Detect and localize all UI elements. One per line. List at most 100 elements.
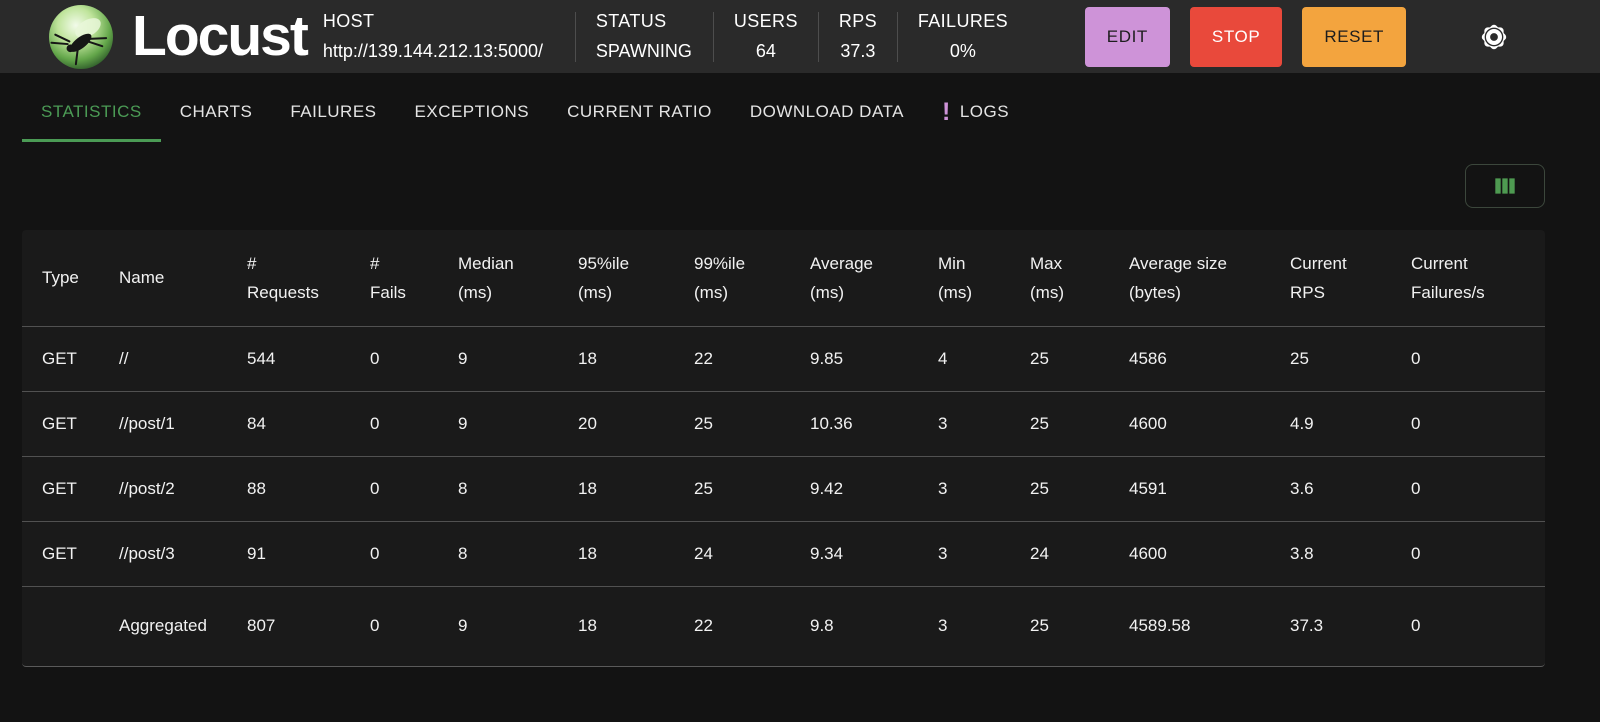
tab-exceptions[interactable]: EXCEPTIONS <box>396 85 549 142</box>
cell: GET <box>22 326 99 392</box>
cell: 25 <box>1270 326 1391 392</box>
failures-value: 0% <box>949 41 976 61</box>
header-actions: EDIT STOP RESET <box>1065 6 1600 67</box>
tab-current-ratio[interactable]: CURRENT RATIO <box>548 85 731 142</box>
cell: 9.8 <box>810 616 834 636</box>
host-label: HOST <box>322 11 375 31</box>
header-divider <box>712 11 714 62</box>
cell: 4591 <box>1109 456 1270 522</box>
col-header-avg-size[interactable]: Average size (bytes) <box>1109 230 1270 327</box>
stop-button[interactable]: STOP <box>1189 6 1283 67</box>
status-value: SPAWNING <box>595 41 692 61</box>
cell: 0 <box>1391 521 1545 587</box>
col-header-current-failures[interactable]: Current Failures/s <box>1391 230 1545 327</box>
cell: 0 <box>1391 456 1545 522</box>
cell: 9 <box>438 391 558 457</box>
cell: 0 <box>1391 326 1545 392</box>
table-row: GET //post/2 88 0 8 18 25 9.42 3 25 4591… <box>22 456 1545 522</box>
cell: 0 <box>350 391 438 457</box>
cell: //post/3 <box>99 521 227 587</box>
col-header-99ile[interactable]: 99%ile (ms) <box>674 230 790 327</box>
cell: 0 <box>1411 616 1421 636</box>
brand-title: Locust <box>132 4 309 68</box>
tab-exceptions-label: EXCEPTIONS <box>414 101 530 121</box>
cell: 3 <box>918 456 1010 522</box>
cell: 0 <box>370 616 380 636</box>
cell: 3 <box>918 521 1010 587</box>
cell: 3 <box>938 616 948 636</box>
cell: 4586 <box>1109 326 1270 392</box>
locust-logo-icon <box>48 4 114 70</box>
cell: 25 <box>674 456 790 522</box>
cell: 4 <box>918 326 1010 392</box>
cell: GET <box>22 521 99 587</box>
cell: 18 <box>578 616 597 636</box>
settings-gear-icon[interactable] <box>1477 20 1511 54</box>
host-url: http://139.144.212.13:5000/ <box>322 41 544 61</box>
cell: 0 <box>1391 391 1545 457</box>
cell: //post/1 <box>99 391 227 457</box>
cell: 4600 <box>1109 391 1270 457</box>
cell: 24 <box>1010 521 1109 587</box>
users-value: 64 <box>755 41 776 61</box>
cell: 25 <box>1010 326 1109 392</box>
col-header-max[interactable]: Max (ms) <box>1010 230 1109 327</box>
cell: 84 <box>227 391 350 457</box>
cell: //post/2 <box>99 456 227 522</box>
status-block: STATUS SPAWNING <box>576 11 713 62</box>
reset-button[interactable]: RESET <box>1302 6 1406 67</box>
cell: 9 <box>458 616 468 636</box>
column-selector-button[interactable] <box>1465 164 1545 208</box>
rps-label: RPS <box>838 11 878 31</box>
col-header-fails[interactable]: # Fails <box>350 230 438 327</box>
col-header-min[interactable]: Min (ms) <box>918 230 1010 327</box>
cell: 37.3 <box>1290 616 1324 636</box>
table-row: GET //post/3 91 0 8 18 24 9.34 3 24 4600… <box>22 521 1545 587</box>
col-header-95ile[interactable]: 95%ile (ms) <box>558 230 674 327</box>
app-header: Locust HOST http://139.144.212.13:5000/ … <box>0 0 1600 73</box>
cell: 18 <box>558 521 674 587</box>
tab-charts-label: CHARTS <box>179 101 253 121</box>
cell: 18 <box>558 326 674 392</box>
tab-download-data[interactable]: DOWNLOAD DATA <box>731 85 923 142</box>
tab-logs[interactable]: ! LOGS <box>923 85 1028 142</box>
col-header-name[interactable]: Name <box>99 230 227 327</box>
tab-charts[interactable]: CHARTS <box>161 85 272 142</box>
col-header-current-rps[interactable]: Current RPS <box>1270 230 1391 327</box>
tab-failures[interactable]: FAILURES <box>271 85 395 142</box>
cell: 9.34 <box>790 521 918 587</box>
tab-statistics-label: STATISTICS <box>41 101 142 121</box>
cell: 9.85 <box>790 326 918 392</box>
cell: 88 <box>227 456 350 522</box>
cell: 8 <box>438 521 558 587</box>
col-header-average[interactable]: Average (ms) <box>790 230 918 327</box>
host-info: HOST http://139.144.212.13:5000/ <box>323 11 575 62</box>
users-label: USERS <box>733 11 798 31</box>
view-columns-icon <box>1495 178 1515 194</box>
edit-button[interactable]: EDIT <box>1084 6 1170 67</box>
rps-block: RPS 37.3 <box>819 11 897 62</box>
col-header-type[interactable]: Type <box>22 230 99 327</box>
cell: 22 <box>694 616 713 636</box>
cell: 544 <box>227 326 350 392</box>
col-header-median[interactable]: Median (ms) <box>438 230 558 327</box>
tab-statistics[interactable]: STATISTICS <box>22 85 161 142</box>
users-block: USERS 64 <box>714 11 818 62</box>
cell: 24 <box>674 521 790 587</box>
status-label: STATUS <box>595 11 667 31</box>
cell: 9 <box>438 326 558 392</box>
tab-logs-label: LOGS <box>959 101 1010 121</box>
cell: 3.8 <box>1270 521 1391 587</box>
cell: 91 <box>227 521 350 587</box>
failures-block: FAILURES 0% <box>898 11 1028 62</box>
col-header-requests[interactable]: # Requests <box>227 230 350 327</box>
cell: 3 <box>918 391 1010 457</box>
cell: 4589.58 <box>1129 616 1191 636</box>
cell: 4600 <box>1109 521 1270 587</box>
logs-alert-badge: ! <box>941 98 951 126</box>
header-divider <box>574 11 576 62</box>
cell: 25 <box>1010 456 1109 522</box>
failures-label: FAILURES <box>917 11 1009 31</box>
cell: 4.9 <box>1270 391 1391 457</box>
cell: 9.42 <box>790 456 918 522</box>
